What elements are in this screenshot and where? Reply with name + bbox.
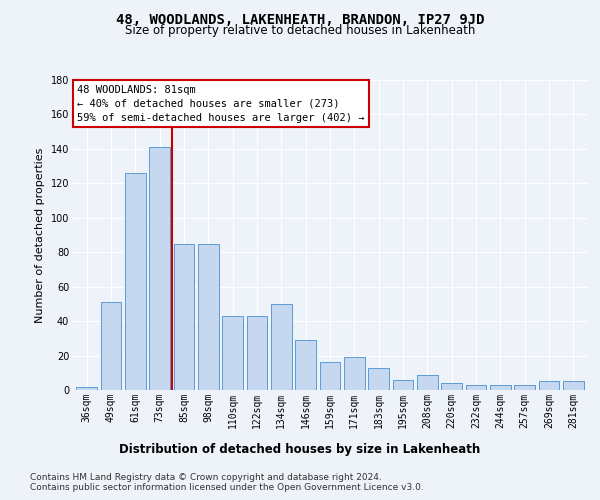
Bar bbox=[295, 340, 316, 390]
Bar bbox=[417, 374, 438, 390]
Bar bbox=[539, 382, 559, 390]
Text: Distribution of detached houses by size in Lakenheath: Distribution of detached houses by size … bbox=[119, 442, 481, 456]
Bar bbox=[466, 385, 487, 390]
Bar bbox=[101, 302, 121, 390]
Bar bbox=[247, 316, 268, 390]
Bar bbox=[344, 358, 365, 390]
Bar bbox=[490, 385, 511, 390]
Bar bbox=[320, 362, 340, 390]
Bar bbox=[173, 244, 194, 390]
Bar bbox=[514, 385, 535, 390]
Text: Contains HM Land Registry data © Crown copyright and database right 2024.: Contains HM Land Registry data © Crown c… bbox=[30, 472, 382, 482]
Text: 48, WOODLANDS, LAKENHEATH, BRANDON, IP27 9JD: 48, WOODLANDS, LAKENHEATH, BRANDON, IP27… bbox=[116, 12, 484, 26]
Bar bbox=[271, 304, 292, 390]
Bar bbox=[563, 382, 584, 390]
Bar bbox=[125, 173, 146, 390]
Bar bbox=[198, 244, 218, 390]
Text: 48 WOODLANDS: 81sqm
← 40% of detached houses are smaller (273)
59% of semi-detac: 48 WOODLANDS: 81sqm ← 40% of detached ho… bbox=[77, 84, 365, 122]
Y-axis label: Number of detached properties: Number of detached properties bbox=[35, 148, 45, 322]
Bar bbox=[442, 383, 462, 390]
Bar bbox=[368, 368, 389, 390]
Bar bbox=[149, 147, 170, 390]
Bar bbox=[392, 380, 413, 390]
Text: Contains public sector information licensed under the Open Government Licence v3: Contains public sector information licen… bbox=[30, 482, 424, 492]
Bar bbox=[222, 316, 243, 390]
Text: Size of property relative to detached houses in Lakenheath: Size of property relative to detached ho… bbox=[125, 24, 475, 37]
Bar bbox=[76, 386, 97, 390]
